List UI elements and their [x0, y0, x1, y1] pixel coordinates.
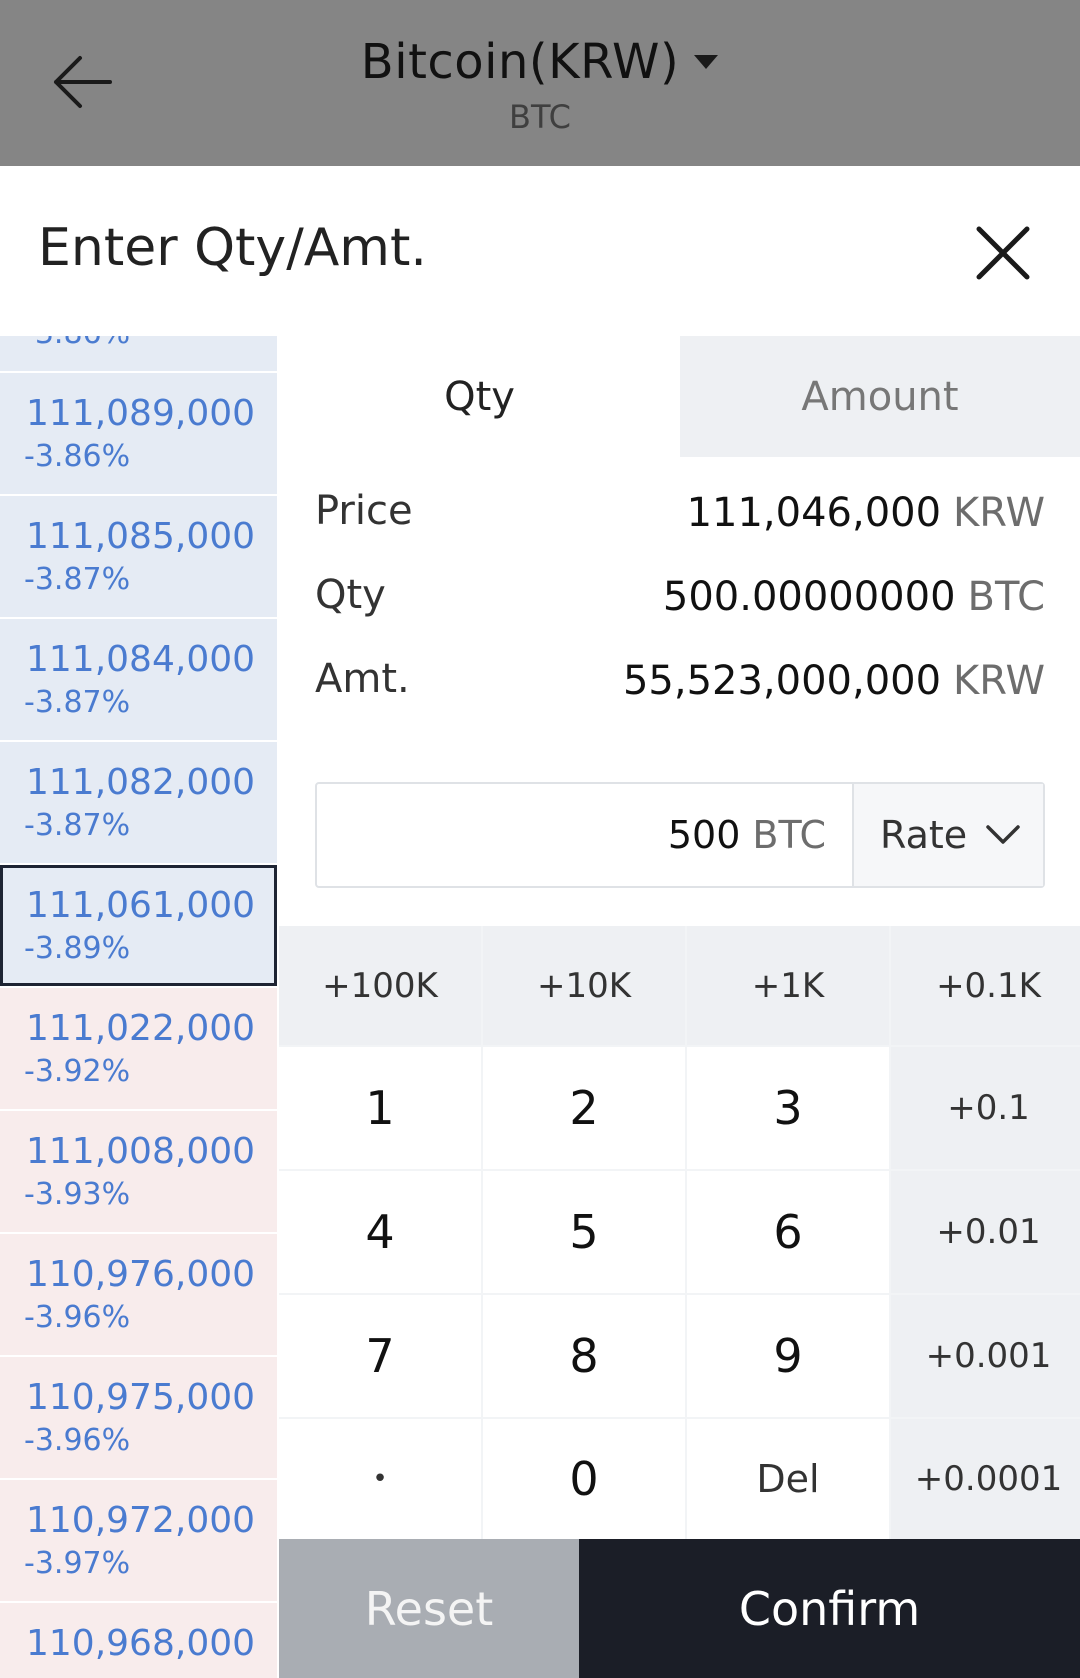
- quick-add-key[interactable]: +0.1K: [891, 926, 1080, 1045]
- digit-key[interactable]: 6: [687, 1171, 889, 1293]
- price-list-price: 111,082,000: [26, 762, 256, 803]
- digit-key[interactable]: 3: [687, 1047, 889, 1169]
- digit-key[interactable]: 9: [687, 1295, 889, 1417]
- price-list-item[interactable]: 110,968,000: [0, 1603, 277, 1678]
- close-button[interactable]: [968, 218, 1038, 288]
- price-list-rate: -3.97%: [24, 1546, 131, 1581]
- quantity-input-unit: BTC: [752, 813, 826, 857]
- price-list-rate: -3.96%: [24, 1423, 131, 1458]
- chevron-down-icon: [986, 825, 1020, 844]
- digit-key[interactable]: 1: [279, 1047, 481, 1169]
- price-list-price: 110,968,000: [26, 1623, 256, 1664]
- coin-selector[interactable]: Bitcoin(KRW): [361, 34, 719, 90]
- tab-amount[interactable]: Amount: [680, 336, 1080, 457]
- price-list-rate: -3.96%: [24, 1300, 131, 1335]
- coin-symbol: BTC: [509, 98, 571, 136]
- amt-value-wrap: 55,523,000,000 KRW: [623, 658, 1045, 704]
- price-label: Price: [315, 488, 413, 534]
- digit-key[interactable]: 5: [483, 1171, 685, 1293]
- price-list-rate: -3.87%: [24, 562, 131, 597]
- price-list-rate: -3.86%: [24, 439, 131, 474]
- amt-label: Amt.: [315, 656, 410, 702]
- price-list-item[interactable]: 111,084,000 -3.87%: [0, 619, 277, 740]
- price-list-price: 111,085,000: [26, 516, 256, 557]
- price-list-item[interactable]: 111,082,000 -3.87%: [0, 742, 277, 863]
- decimal-point-key[interactable]: •: [279, 1419, 481, 1539]
- sheet-title: Enter Qty/Amt.: [38, 218, 427, 278]
- digit-key[interactable]: 4: [279, 1171, 481, 1293]
- delete-key[interactable]: Del: [687, 1419, 889, 1539]
- quick-add-key[interactable]: +100K: [279, 926, 481, 1045]
- price-list-price: 110,975,000: [26, 1377, 256, 1418]
- qty-row: Qty 500.00000000 BTC: [315, 572, 1045, 632]
- price-unit: KRW: [953, 490, 1045, 536]
- amt-unit: KRW: [953, 658, 1045, 704]
- tabs: Qty Amount: [279, 336, 1080, 457]
- rate-select[interactable]: Rate: [852, 784, 1043, 886]
- price-list-price: 110,972,000: [26, 1500, 256, 1541]
- amt-value: 55,523,000,000: [622, 658, 942, 704]
- price-list-rate: -3.87%: [24, 685, 131, 720]
- digit-key[interactable]: 0: [483, 1419, 685, 1539]
- qty-label: Qty: [315, 572, 386, 618]
- quantity-input[interactable]: 500 BTC: [317, 784, 852, 886]
- action-bar: Reset Confirm: [279, 1539, 1080, 1678]
- sheet-header: Enter Qty/Amt.: [0, 166, 1080, 336]
- caret-down-icon: [694, 55, 719, 69]
- price-row: Price 111,046,000 KRW: [315, 488, 1045, 548]
- qty-value-wrap: 500.00000000 BTC: [663, 574, 1045, 620]
- digit-key[interactable]: 2: [483, 1047, 685, 1169]
- tab-qty[interactable]: Qty: [279, 336, 680, 457]
- price-list-rate: -3.89%: [24, 931, 131, 966]
- price-list-item[interactable]: 111,085,000 -3.87%: [0, 496, 277, 617]
- increment-key[interactable]: +0.0001: [891, 1419, 1080, 1539]
- digit-key[interactable]: 7: [279, 1295, 481, 1417]
- quantity-input-value: 500: [667, 813, 741, 857]
- increment-key[interactable]: +0.01: [891, 1171, 1080, 1293]
- price-list[interactable]: -3.86% 111,089,000 -3.86% 111,085,000 -3.87%…: [0, 336, 277, 1678]
- qty-unit: BTC: [967, 574, 1045, 620]
- price-list-rate: -3.87%: [24, 808, 131, 843]
- price-value-wrap: 111,046,000 KRW: [687, 490, 1045, 536]
- arrow-left-icon: [54, 56, 112, 108]
- amt-row: Amt. 55,523,000,000 KRW: [315, 656, 1045, 716]
- rate-select-label: Rate: [880, 813, 968, 857]
- qty-value: 500.00000000: [662, 574, 956, 620]
- price-list-item[interactable]: -3.86%: [0, 336, 277, 371]
- price-list-price: 110,976,000: [26, 1254, 256, 1295]
- digit-key[interactable]: 8: [483, 1295, 685, 1417]
- price-list-price: 111,084,000: [26, 639, 256, 680]
- coin-title: Bitcoin(KRW): [360, 34, 680, 90]
- price-list-item[interactable]: 111,089,000 -3.86%: [0, 373, 277, 494]
- price-list-price: 111,089,000: [26, 393, 256, 434]
- quick-add-key[interactable]: +10K: [483, 926, 685, 1045]
- increment-key[interactable]: +0.1: [891, 1047, 1080, 1169]
- price-list-item[interactable]: 110,972,000 -3.97%: [0, 1480, 277, 1601]
- price-list-item[interactable]: 110,975,000 -3.96%: [0, 1357, 277, 1478]
- close-icon: [976, 226, 1030, 280]
- coin-title-wrap: Bitcoin(KRW) BTC: [0, 34, 1080, 136]
- quantity-input-box: 500 BTC Rate: [315, 782, 1045, 888]
- back-button[interactable]: [44, 50, 120, 114]
- price-list-rate: -3.93%: [24, 1177, 131, 1212]
- price-list-price: 111,061,000: [26, 885, 256, 926]
- price-list-rate: -3.86%: [24, 336, 130, 351]
- price-list-item[interactable]: 110,976,000 -3.96%: [0, 1234, 277, 1355]
- price-list-item[interactable]: 111,061,000 -3.89%: [0, 865, 277, 986]
- app-header: Bitcoin(KRW) BTC: [0, 0, 1080, 166]
- price-value: 111,046,000: [686, 490, 942, 536]
- reset-button[interactable]: Reset: [279, 1539, 579, 1678]
- price-list-item[interactable]: 111,022,000 -3.92%: [0, 988, 277, 1109]
- quick-add-key[interactable]: +1K: [687, 926, 889, 1045]
- confirm-button[interactable]: Confirm: [579, 1539, 1080, 1678]
- price-list-price: 111,008,000: [26, 1131, 256, 1172]
- price-list-rate: -3.92%: [24, 1054, 131, 1089]
- price-list-item[interactable]: 111,008,000 -3.93%: [0, 1111, 277, 1232]
- increment-key[interactable]: +0.001: [891, 1295, 1080, 1417]
- keypad: +100K +10K +1K +0.1K 1 2 3 +0.1 4 5 6 +0.01 7 8 9 +0.00…: [279, 926, 1080, 1541]
- order-panel: Qty Amount Price 111,046,000 KRW Qty 500.…: [279, 336, 1080, 1678]
- price-list-price: 111,022,000: [26, 1008, 256, 1049]
